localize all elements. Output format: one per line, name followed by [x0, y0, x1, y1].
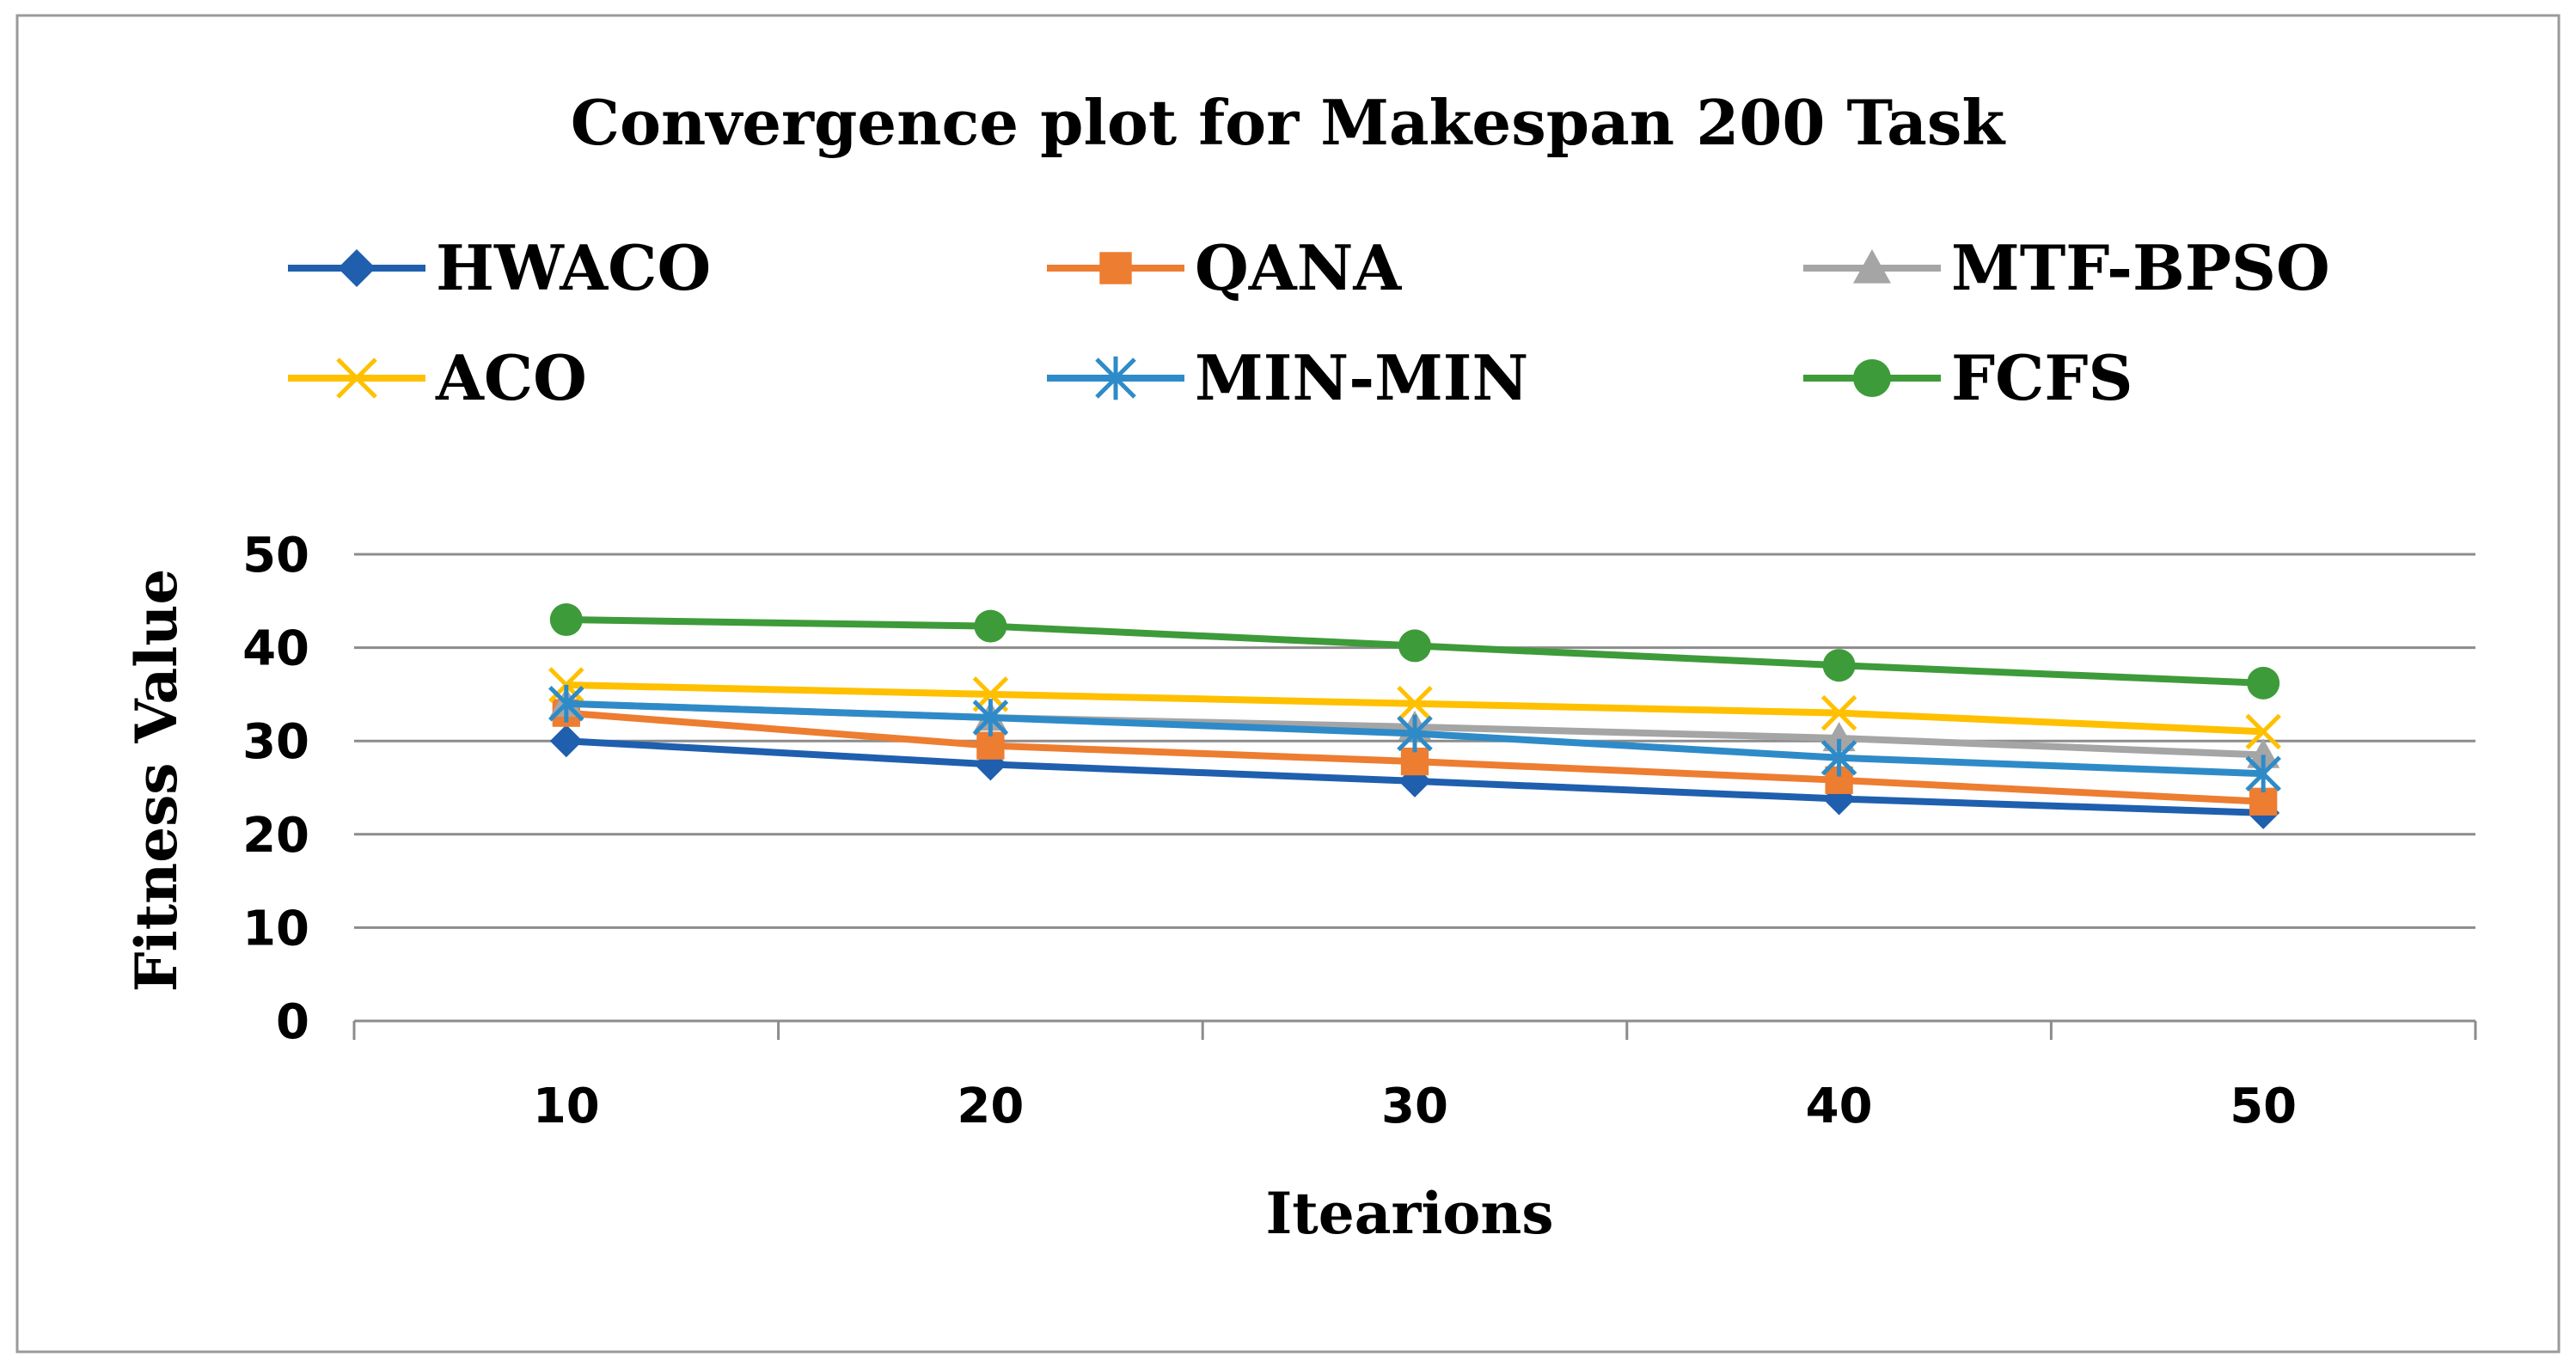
legend: HWACO QANA MTF-BPSO ACO MIN-MIN FCFS — [288, 231, 2330, 414]
data-point — [1820, 738, 1857, 777]
data-point — [1822, 649, 1856, 682]
y-tick-label: 10 — [242, 901, 309, 956]
legend-label: ACO — [435, 341, 587, 414]
data-point — [549, 724, 583, 758]
x-tick-label: 30 — [1381, 1079, 1448, 1134]
legend-marker — [338, 249, 376, 287]
legend-label: QANA — [1195, 231, 1402, 304]
legend-label: MTF-BPSO — [1951, 231, 2330, 304]
x-axis-title: Itearions — [1265, 1180, 1553, 1247]
x-tick-label: 20 — [957, 1079, 1024, 1134]
series-min-min — [548, 684, 2281, 793]
data-point — [1397, 685, 1433, 722]
data-point — [1820, 694, 1857, 731]
series-aco — [548, 667, 2281, 750]
y-tick-label: 50 — [242, 528, 309, 584]
data-point — [2245, 755, 2281, 793]
x-tick-label: 50 — [2230, 1079, 2297, 1134]
y-tick-label: 30 — [242, 714, 309, 770]
series-fcfs — [549, 603, 2280, 700]
data-point — [974, 609, 1007, 643]
legend-label: MIN-MIN — [1195, 341, 1528, 414]
data-point — [549, 603, 583, 637]
chart-title: Convergence plot for Makespan 200 Task — [571, 86, 2007, 159]
legend-marker — [1095, 356, 1136, 400]
data-point — [2247, 738, 2280, 768]
y-tick-label: 0 — [276, 994, 309, 1050]
chart-border — [15, 14, 2561, 1354]
legend-item: ACO — [288, 341, 587, 414]
legend-item: MTF-BPSO — [1803, 231, 2330, 304]
data-point — [1398, 629, 1431, 663]
legend-marker — [1853, 359, 1891, 397]
legend-marker — [1099, 252, 1132, 284]
y-tick-label: 20 — [242, 808, 309, 864]
legend-item: FCFS — [1803, 341, 2133, 414]
legend-item: MIN-MIN — [1047, 341, 1528, 414]
data-point — [2247, 666, 2280, 700]
data-point — [2245, 713, 2281, 750]
data-point — [1822, 721, 1856, 752]
data-point — [972, 699, 1009, 736]
series-qana — [552, 699, 2278, 816]
y-axis-title: Fitness Value — [123, 569, 190, 993]
x-tick-label: 40 — [1806, 1079, 1873, 1134]
data-point — [548, 684, 584, 723]
axes: 0 10 20 30 40 50 10 20 30 40 50 — [242, 528, 2477, 1134]
x-tick-label: 10 — [533, 1079, 600, 1134]
legend-label: HWACO — [436, 231, 711, 304]
legend-item: HWACO — [288, 231, 711, 304]
legend-label: FCFS — [1951, 341, 2133, 414]
data-point — [1397, 714, 1433, 753]
legend-marker — [336, 358, 377, 399]
series-layer — [548, 603, 2281, 829]
legend-marker — [1853, 249, 1891, 284]
legend-item: QANA — [1047, 231, 1402, 304]
y-tick-label: 40 — [242, 621, 309, 677]
